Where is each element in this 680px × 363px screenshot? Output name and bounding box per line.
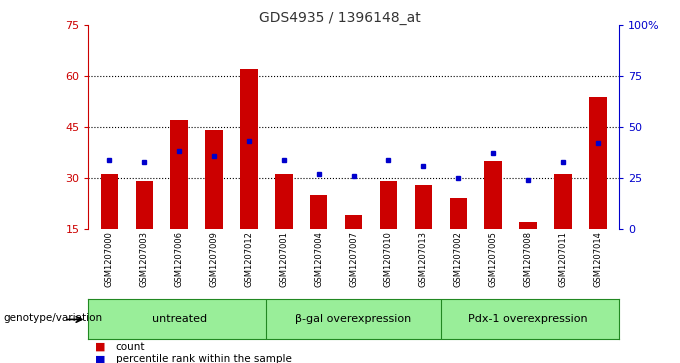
Text: ■: ■ [95,342,105,352]
Bar [520,222,537,229]
Text: GSM1207012: GSM1207012 [244,231,254,287]
Bar [554,175,572,229]
Text: GSM1207008: GSM1207008 [524,231,532,287]
Text: GDS4935 / 1396148_at: GDS4935 / 1396148_at [259,11,421,25]
Bar [345,215,362,229]
Bar [205,130,223,229]
Text: GSM1207002: GSM1207002 [454,231,463,287]
Text: percentile rank within the sample: percentile rank within the sample [116,354,292,363]
Text: count: count [116,342,145,352]
Text: β-gal overexpression: β-gal overexpression [296,314,411,325]
Bar [240,69,258,229]
Text: GSM1207003: GSM1207003 [139,231,149,287]
Bar [310,195,328,229]
Bar [449,198,467,229]
Text: untreated: untreated [152,314,207,325]
Text: Pdx-1 overexpression: Pdx-1 overexpression [469,314,588,325]
Text: GSM1207009: GSM1207009 [209,231,218,287]
Text: GSM1207013: GSM1207013 [419,231,428,287]
Text: GSM1207006: GSM1207006 [175,231,184,287]
Bar [275,175,292,229]
Text: GSM1207007: GSM1207007 [349,231,358,287]
Bar [101,175,118,229]
Text: genotype/variation: genotype/variation [3,313,103,323]
Text: ■: ■ [95,354,105,363]
Text: GSM1207014: GSM1207014 [594,231,602,287]
Bar [589,97,607,229]
Text: GSM1207000: GSM1207000 [105,231,114,287]
Text: GSM1207005: GSM1207005 [489,231,498,287]
Bar [415,185,432,229]
Bar [484,161,502,229]
Bar [379,181,397,229]
Bar [135,181,153,229]
Text: GSM1207004: GSM1207004 [314,231,323,287]
Text: GSM1207001: GSM1207001 [279,231,288,287]
Text: GSM1207011: GSM1207011 [558,231,568,287]
Bar [171,120,188,229]
Text: GSM1207010: GSM1207010 [384,231,393,287]
